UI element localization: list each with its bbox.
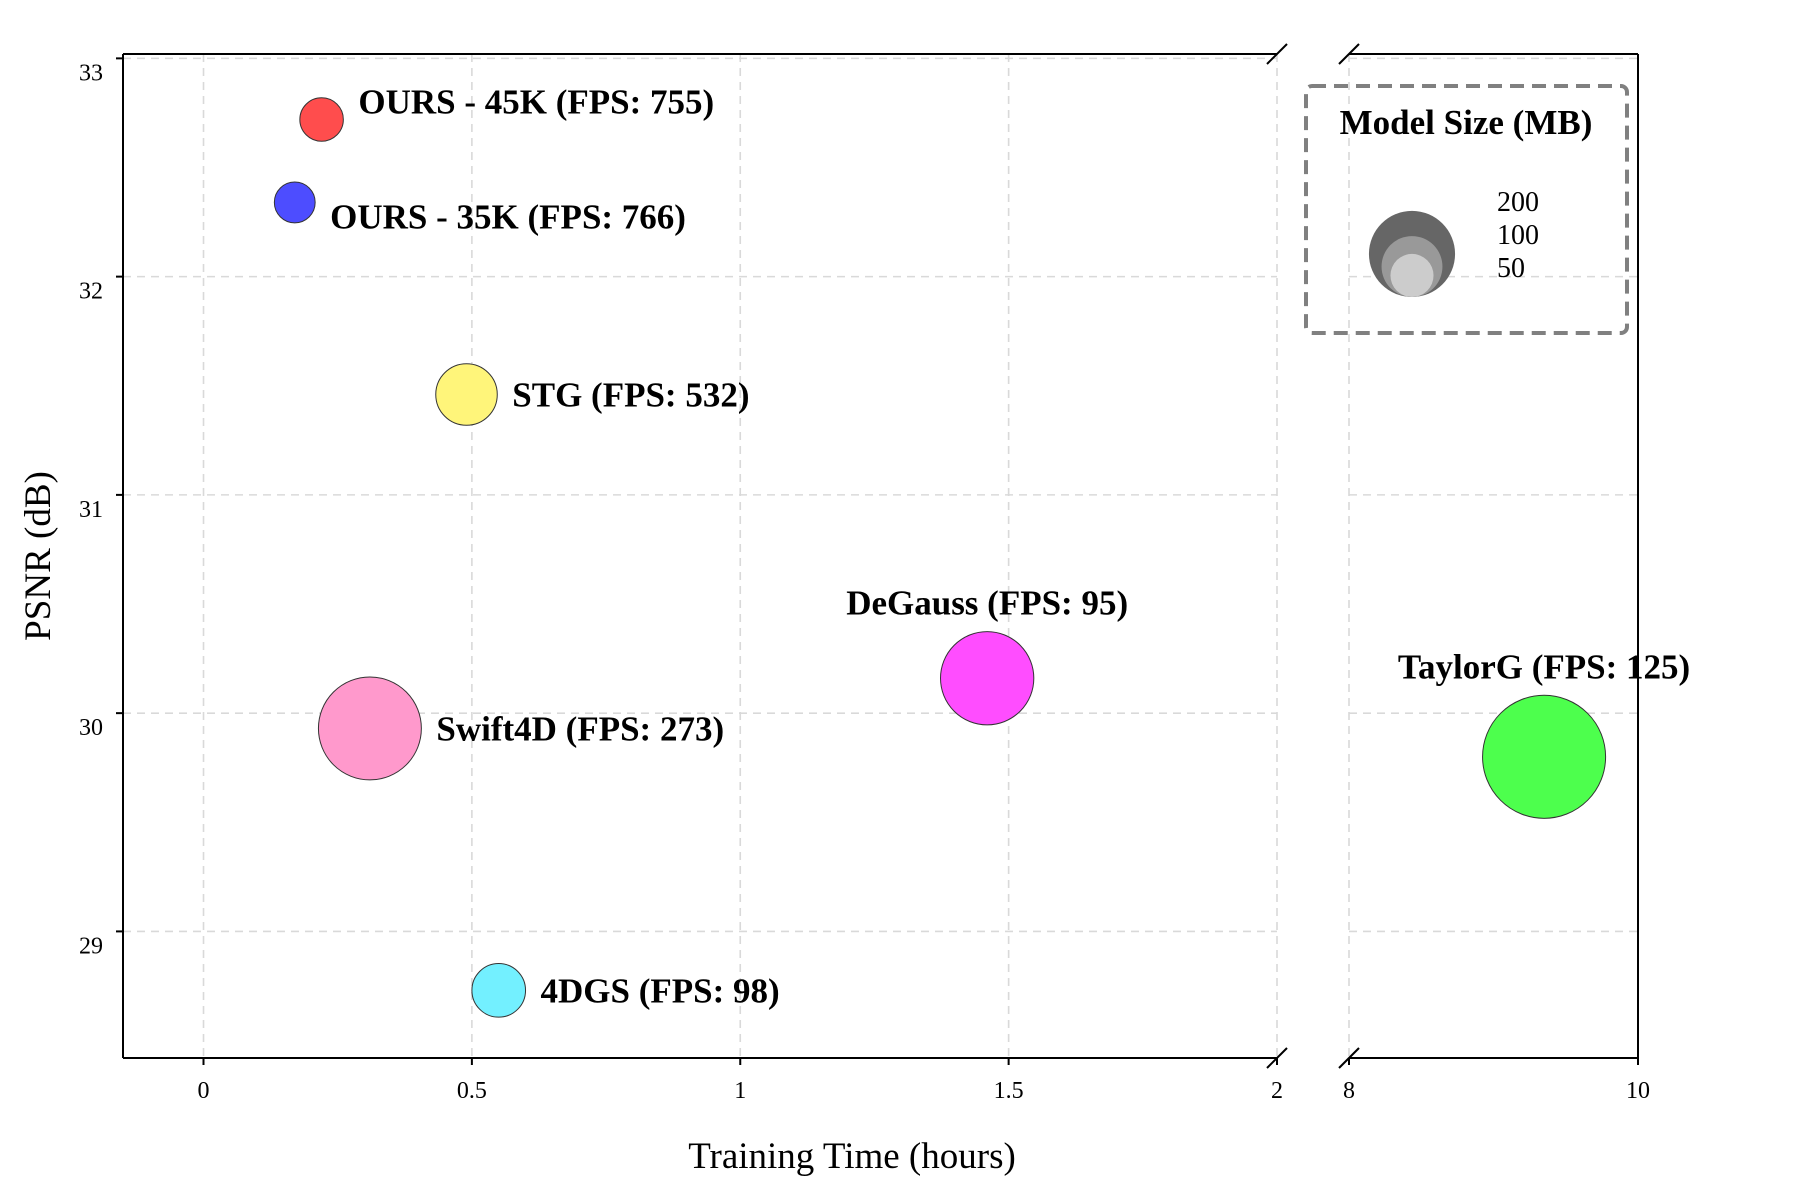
x-tick-label: 0.5 — [457, 1078, 487, 1104]
point-label: 4DGS (FPS: 98) — [541, 971, 780, 1010]
legend-bubble — [1390, 253, 1434, 297]
bubble-point — [435, 363, 498, 426]
y-axis-title: PSNR (dB) — [18, 471, 59, 641]
bubble-point — [317, 676, 422, 781]
point-label: STG (FPS: 532) — [512, 375, 749, 414]
y-tick-label: 31 — [79, 497, 103, 523]
bubble-point — [273, 181, 316, 224]
x-tick-label: 10 — [1626, 1078, 1650, 1104]
x-tick-label: 1 — [734, 1078, 746, 1104]
y-tick-label: 32 — [79, 279, 103, 305]
legend-entry-label: 50 — [1497, 253, 1525, 284]
bubble-point — [471, 963, 527, 1018]
x-axis-title: Training Time (hours) — [688, 1136, 1016, 1177]
x-tick-label: 2 — [1271, 1078, 1283, 1104]
axis-break-mark-2 — [1338, 43, 1360, 65]
point-label: TaylorG (FPS: 125) — [1398, 647, 1690, 686]
y-tick-label: 33 — [79, 60, 103, 86]
point-labels: OURS - 45K (FPS: 755) OURS - 35K (FPS: 76… — [330, 82, 1690, 1010]
y-tick-label: 30 — [79, 715, 103, 741]
x-tick-label: 0 — [198, 1078, 210, 1104]
point-label: DeGauss (FPS: 95) — [846, 584, 1128, 623]
point-label: OURS - 45K (FPS: 755) — [358, 82, 714, 121]
bubble-point — [940, 631, 1035, 726]
point-label: Swift4D (FPS: 273) — [436, 709, 724, 748]
data-points — [273, 97, 1607, 1018]
y-tick-label: 29 — [79, 933, 103, 959]
axes: 29 30 31 32 33 0 0.5 1 1.5 2 8 10 — [79, 43, 1650, 1104]
x-tick-label: 1.5 — [994, 1078, 1024, 1104]
x-tick-label: 8 — [1343, 1078, 1355, 1104]
legend-entry-label: 100 — [1497, 220, 1539, 251]
bubble-point — [299, 97, 344, 142]
axis-break-mark-0 — [1266, 43, 1288, 65]
legend-frame — [1304, 84, 1629, 335]
legend-entry-label: 200 — [1497, 187, 1539, 218]
point-label: OURS - 35K (FPS: 766) — [330, 197, 686, 236]
bubble-point — [1482, 694, 1607, 819]
legend-title: Model Size (MB) — [1340, 103, 1593, 142]
